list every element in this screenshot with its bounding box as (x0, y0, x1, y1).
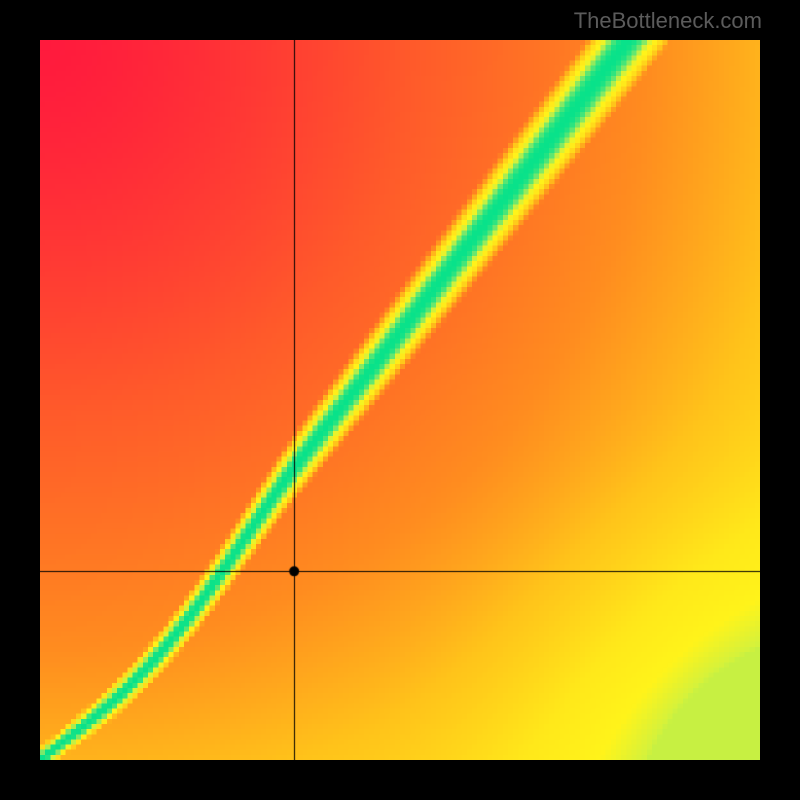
watermark-text: TheBottleneck.com (574, 8, 762, 34)
bottleneck-heatmap (40, 40, 760, 760)
chart-container: TheBottleneck.com (0, 0, 800, 800)
